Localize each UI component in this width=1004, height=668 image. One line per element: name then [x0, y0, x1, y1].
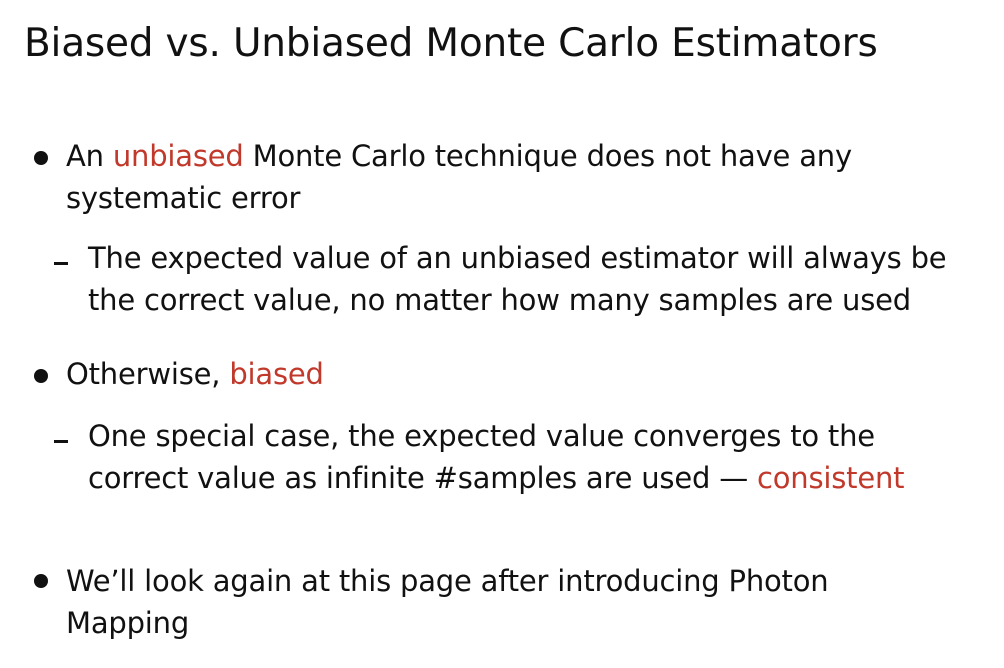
bullet-3-line-2: Mapping: [66, 606, 190, 640]
bullet-dot-icon: [34, 369, 48, 383]
slide-title: Biased vs. Unbiased Monte Carlo Estimato…: [24, 21, 878, 66]
bullet-dot-icon: [34, 151, 48, 165]
sub-bullet-2-line-2: correct value as infinite #samples are u…: [88, 457, 905, 499]
bullet-2-line-1: Otherwise, biased: [66, 353, 324, 395]
sub-bullet-2-text-pre: correct value as infinite #samples are u…: [88, 461, 758, 495]
bullet-1-text-pre: An: [66, 139, 113, 173]
highlight-consistent: consistent: [757, 461, 905, 495]
bullet-1-line-2: systematic error: [66, 181, 301, 215]
sub-bullet-1-line-1: The expected value of an unbiased estima…: [88, 241, 947, 275]
sub-bullet-dash-icon: [54, 440, 68, 443]
highlight-biased: biased: [229, 357, 324, 391]
bullet-dot-icon: [34, 574, 48, 588]
highlight-unbiased: unbiased: [112, 139, 244, 173]
sub-bullet-dash-icon: [54, 262, 68, 265]
bullet-1-line-1: An unbiased Monte Carlo technique does n…: [66, 135, 852, 177]
bullet-1-text-post: Monte Carlo technique does not have any: [243, 139, 852, 173]
bullet-3-line-1: We’ll look again at this page after intr…: [66, 564, 829, 598]
bullet-2-text-pre: Otherwise,: [66, 357, 230, 391]
sub-bullet-1-line-2: the correct value, no matter how many sa…: [88, 283, 911, 317]
sub-bullet-2-line-1: One special case, the expected value con…: [88, 419, 875, 453]
